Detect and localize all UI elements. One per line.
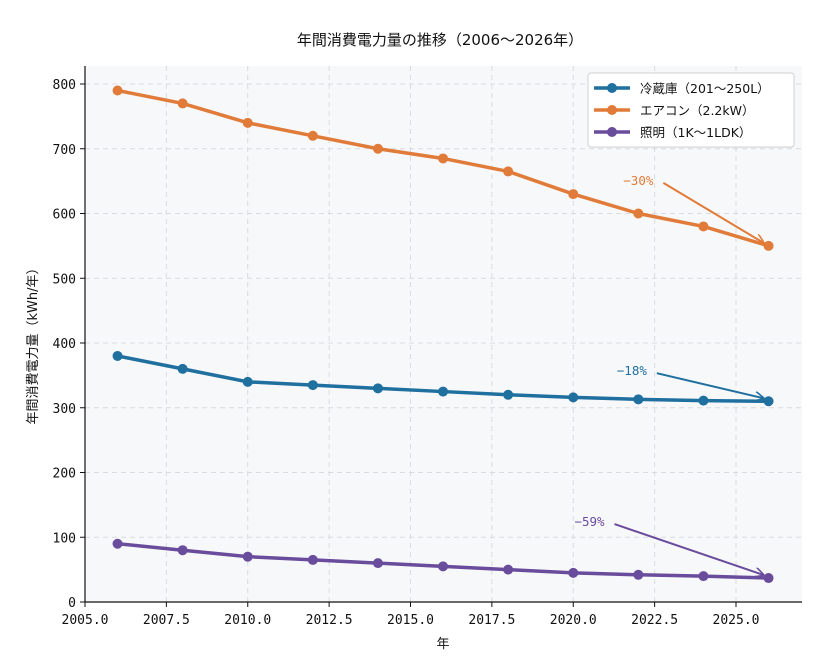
y-tick-label: 300	[53, 402, 76, 417]
y-axis-label: 年間消費電力量（kWh/年）	[26, 261, 41, 424]
data-point	[633, 569, 644, 580]
annotation-label: −30%	[623, 173, 654, 188]
y-tick-label: 100	[53, 531, 76, 546]
x-tick-label: 2022.5	[631, 613, 678, 628]
data-point	[372, 558, 383, 569]
y-tick-label: 700	[53, 143, 76, 158]
legend: 冷蔵庫（201〜250L） エアコン（2.2kW） 照明（1K〜1LDK）	[587, 72, 795, 148]
x-tick-label: 2020.0	[550, 613, 597, 628]
data-point	[698, 395, 709, 406]
data-point	[438, 386, 449, 397]
y-tick-label: 800	[53, 78, 76, 93]
annotation-label: −59%	[574, 514, 605, 529]
data-point	[177, 363, 188, 374]
annotation-arrow	[662, 181, 763, 243]
series-2	[112, 538, 774, 584]
data-point	[503, 564, 514, 575]
x-axis-label: 年	[436, 637, 449, 652]
data-point	[763, 396, 774, 407]
data-point	[633, 394, 644, 405]
annotation-arrow	[656, 372, 764, 398]
data-point	[568, 392, 579, 403]
data-point	[503, 166, 514, 177]
legend-label: 冷蔵庫（201〜250L）	[640, 81, 770, 96]
data-point	[242, 376, 253, 387]
axes	[80, 66, 802, 607]
data-point	[112, 350, 123, 361]
x-tick-label: 2025.0	[713, 613, 760, 628]
data-point	[372, 383, 383, 394]
data-point	[633, 208, 644, 219]
series-layer	[112, 85, 774, 584]
legend-swatch-marker	[607, 105, 617, 115]
data-point	[503, 389, 514, 400]
y-tick-label: 500	[53, 272, 76, 287]
data-point	[112, 85, 123, 96]
legend-box	[587, 72, 795, 148]
data-point	[698, 571, 709, 582]
y-tick-label: 600	[53, 208, 76, 223]
series-1	[112, 85, 774, 251]
annotation-label: −18%	[617, 363, 648, 378]
data-point	[698, 221, 709, 232]
x-tick-label: 2017.5	[468, 613, 515, 628]
x-tick-label: 2007.5	[143, 613, 190, 628]
data-point	[438, 153, 449, 164]
annotations: −30% −18% −59%	[574, 173, 763, 575]
data-point	[242, 551, 253, 562]
data-point	[763, 573, 774, 584]
legend-swatch-marker	[607, 127, 617, 137]
data-point	[307, 554, 318, 565]
data-point	[242, 117, 253, 128]
data-point	[568, 567, 579, 578]
x-tick-label: 2012.5	[306, 613, 353, 628]
series-0	[112, 350, 774, 407]
x-tick-label: 2010.0	[224, 613, 271, 628]
annotation-arrow	[614, 523, 764, 575]
x-tick-label: 2005.0	[62, 613, 109, 628]
y-tick-label: 0	[68, 596, 76, 611]
data-point	[112, 538, 123, 549]
data-point	[568, 189, 579, 200]
data-point	[372, 143, 383, 154]
legend-label: エアコン（2.2kW）	[640, 103, 754, 118]
y-tick-label: 200	[53, 467, 76, 482]
data-point	[307, 380, 318, 391]
y-tick-label: 400	[53, 337, 76, 352]
chart-title: 年間消費電力量の推移（2006〜2026年）	[297, 31, 583, 49]
data-point	[438, 561, 449, 572]
data-point	[177, 98, 188, 109]
grid	[84, 66, 802, 602]
legend-swatch-marker	[607, 83, 617, 93]
data-point	[307, 130, 318, 141]
legend-label: 照明（1K〜1LDK）	[640, 125, 751, 140]
tick-labels: 2005.0 2007.5 2010.0 2012.5 2015.0 2017.5 2020…	[53, 78, 760, 628]
x-tick-label: 2015.0	[387, 613, 434, 628]
data-point	[763, 240, 774, 251]
data-point	[177, 545, 188, 556]
